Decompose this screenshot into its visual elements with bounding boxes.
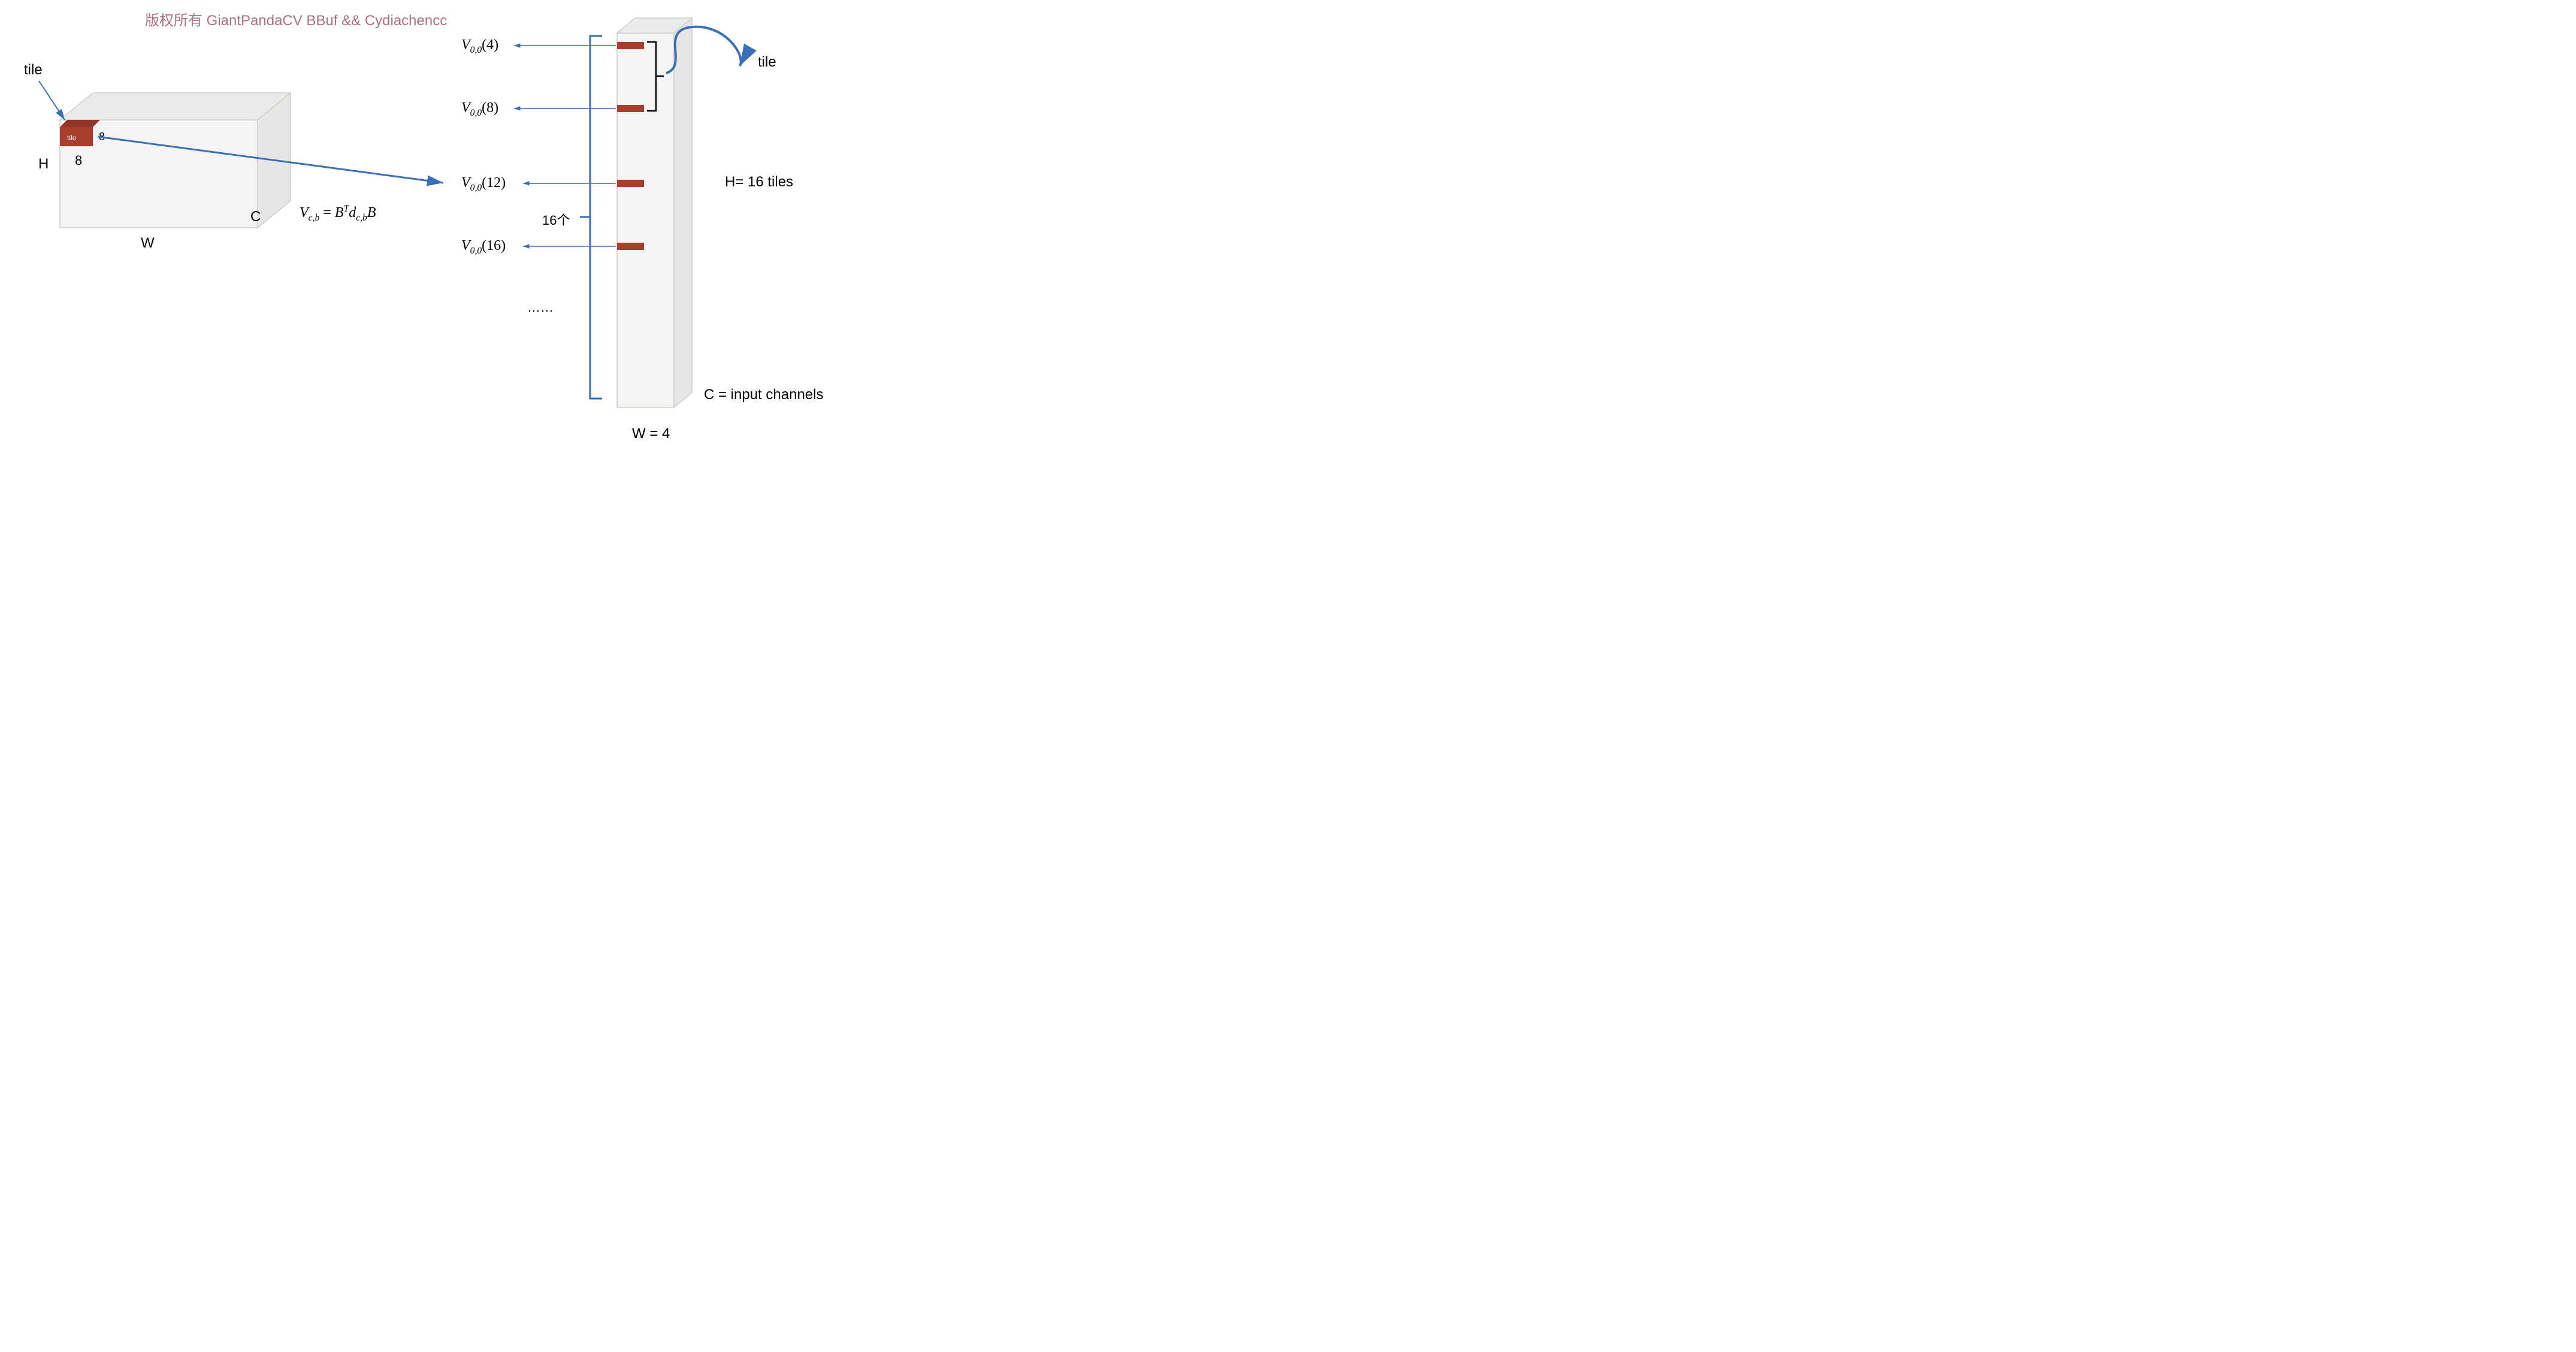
- svg-text:8: 8: [99, 131, 105, 143]
- tile-arrow-left: [39, 81, 65, 120]
- tile-label-left: tile: [24, 62, 43, 79]
- right-C: C = input channels: [704, 387, 823, 403]
- right-W: W = 4: [632, 425, 670, 442]
- tile-label-right: tile: [758, 54, 776, 71]
- left-W: W: [141, 235, 155, 252]
- ellipsis: ……: [527, 300, 554, 315]
- v-label-3: V0,0(12): [461, 175, 506, 194]
- formula-T: T: [344, 204, 349, 214]
- tile-curvy-arrow: [666, 27, 741, 73]
- left-H: H: [38, 156, 49, 173]
- v-label-4: V0,0(16): [461, 238, 506, 256]
- sixteen-count: 16个: [542, 210, 570, 229]
- svg-text:tile: tile: [67, 134, 77, 142]
- formula: Vc,b = BTdc,bB: [300, 204, 376, 224]
- transform-arrow: [98, 137, 443, 183]
- formula-d: d: [349, 205, 356, 221]
- formula-V: V: [300, 205, 309, 221]
- left-3d-box: tile 8 8: [60, 93, 291, 228]
- v-label-2: V0,0(8): [461, 100, 498, 119]
- copyright-text: 版权所有 GiantPandaCV BBuf && Cydiachencc: [145, 8, 447, 29]
- diagram-canvas: 版权所有 GiantPandaCV BBuf && Cydiachencc ti…: [0, 0, 887, 467]
- sixteen-bracket-blue: [580, 36, 602, 399]
- right-H: H= 16 tiles: [725, 174, 793, 191]
- v-label-1: V0,0(4): [461, 37, 498, 56]
- left-C: C: [250, 209, 261, 225]
- formula-V-sub: c,b: [309, 213, 320, 223]
- formula-B1: B: [335, 205, 344, 221]
- formula-B2: B: [367, 205, 376, 221]
- formula-d-sub: c,b: [356, 213, 367, 223]
- right-3d-box: [617, 18, 692, 408]
- tile-bracket-black: [647, 42, 664, 111]
- formula-eq: =: [323, 205, 335, 221]
- svg-text:8: 8: [75, 153, 82, 168]
